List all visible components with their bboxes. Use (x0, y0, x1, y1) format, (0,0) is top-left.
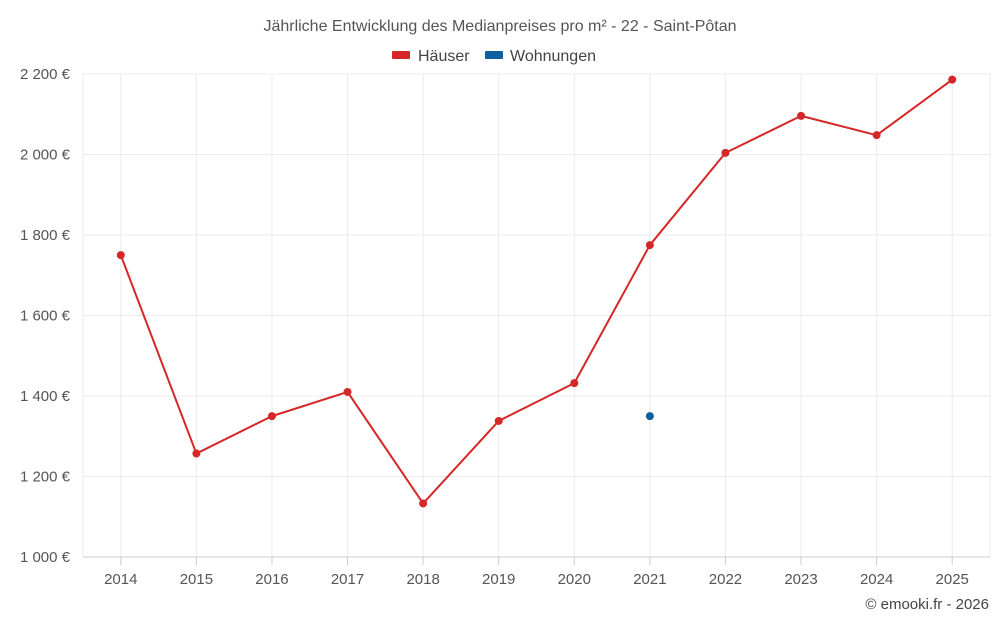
x-tick-label: 2014 (104, 571, 137, 588)
series-häuser (116, 75, 957, 508)
y-axis: 1 000 € 1 200 € 1 400 € 1 600 € 1 800 € 2 000… (20, 66, 71, 566)
data-point-häuser-2024[interactable] (872, 131, 881, 140)
legend-label-haeuser: Häuser (418, 48, 470, 65)
series-wohnungen (645, 412, 654, 421)
legend-swatch-haeuser (392, 51, 410, 59)
x-axis: 2014 2015 2016 2017 2018 2019 2020 2021 2022 2023… (83, 556, 990, 588)
x-tick-label: 2023 (784, 571, 817, 588)
y-tick-label: 2 200 € (20, 66, 71, 83)
data-point-häuser-2025[interactable] (948, 75, 957, 84)
credit-text: © emooki.fr - 2026 (865, 596, 989, 613)
series-line-häuser (119, 78, 953, 505)
x-tick-label: 2018 (406, 571, 439, 588)
data-point-häuser-2023[interactable] (797, 111, 806, 120)
x-tick-label: 2022 (709, 571, 742, 588)
data-point-häuser-2015[interactable] (192, 449, 201, 458)
series (116, 75, 957, 508)
data-point-häuser-2018[interactable] (419, 499, 428, 508)
y-tick-label: 1 200 € (20, 469, 71, 486)
data-point-häuser-2020[interactable] (570, 379, 579, 388)
legend: Häuser Wohnungen (392, 48, 596, 65)
y-tick-label: 2 000 € (20, 147, 71, 164)
legend-item-wohnungen[interactable]: Wohnungen (485, 48, 596, 65)
x-tick-label: 2019 (482, 571, 515, 588)
legend-item-haeuser[interactable]: Häuser (392, 48, 470, 65)
data-point-häuser-2014[interactable] (116, 251, 125, 260)
x-tick-label: 2024 (860, 571, 893, 588)
x-tick-label: 2021 (633, 571, 666, 588)
x-tick-label: 2025 (936, 571, 969, 588)
x-tick-label: 2017 (331, 571, 364, 588)
x-tick-label: 2020 (558, 571, 591, 588)
data-point-häuser-2016[interactable] (267, 412, 276, 421)
data-point-häuser-2019[interactable] (494, 416, 503, 425)
data-point-häuser-2021[interactable] (645, 241, 654, 250)
grid (82, 73, 991, 557)
chart-title: Jährliche Entwicklung des Medianpreises … (263, 18, 736, 35)
data-point-wohnungen-2021[interactable] (645, 412, 654, 421)
data-point-häuser-2017[interactable] (343, 387, 352, 396)
y-tick-label: 1 000 € (20, 549, 71, 566)
x-tick-label: 2015 (180, 571, 213, 588)
y-tick-label: 1 800 € (20, 227, 71, 244)
y-tick-label: 1 400 € (20, 388, 71, 405)
y-tick-label: 1 600 € (20, 308, 71, 325)
data-point-häuser-2022[interactable] (721, 148, 730, 157)
x-tick-label: 2016 (255, 571, 288, 588)
legend-label-wohnungen: Wohnungen (510, 48, 596, 65)
legend-swatch-wohnungen (485, 51, 503, 59)
